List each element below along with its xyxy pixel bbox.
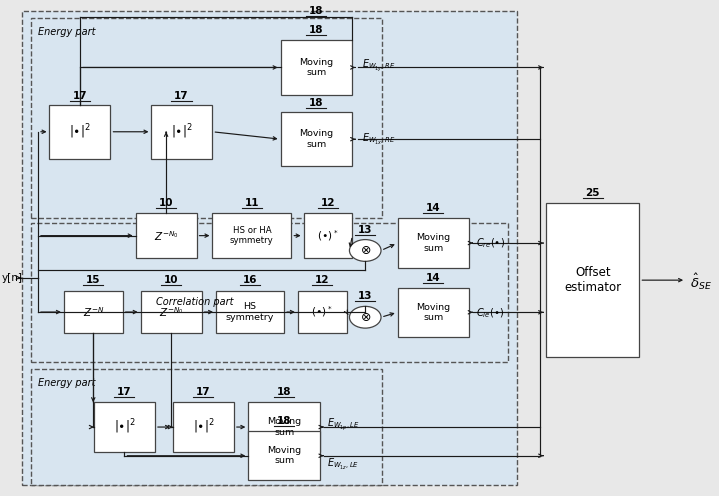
FancyBboxPatch shape [152,105,212,159]
Text: Energy part: Energy part [38,27,96,37]
Text: Correlation part: Correlation part [156,298,233,308]
Text: 11: 11 [244,198,259,208]
FancyBboxPatch shape [298,291,347,333]
Text: $Z^{-N_0}$: $Z^{-N_0}$ [159,305,183,319]
FancyBboxPatch shape [248,402,320,452]
Text: 14: 14 [426,203,441,213]
Text: 13: 13 [358,225,372,235]
Text: 17: 17 [174,91,189,101]
Text: 16: 16 [242,275,257,285]
FancyBboxPatch shape [212,213,291,258]
FancyBboxPatch shape [64,291,123,333]
FancyBboxPatch shape [141,291,201,333]
Text: $E_{W_{1y},RE}$: $E_{W_{1y},RE}$ [362,58,395,74]
Text: $\otimes$: $\otimes$ [360,311,371,324]
Text: 18: 18 [309,5,324,15]
Text: $\hat{\delta}_{SE}$: $\hat{\delta}_{SE}$ [690,271,712,292]
Text: $E_{W_{1p},LE}$: $E_{W_{1p},LE}$ [327,417,360,433]
FancyBboxPatch shape [248,431,320,481]
FancyBboxPatch shape [280,40,352,95]
Text: $C_{re}(\bullet)$: $C_{re}(\bullet)$ [477,236,505,250]
Text: 10: 10 [163,275,178,285]
FancyBboxPatch shape [303,213,352,258]
Text: 13: 13 [358,291,372,301]
Text: 18: 18 [277,416,291,426]
Text: $E_{W_{1x},RE}$: $E_{W_{1x},RE}$ [362,131,395,147]
Text: 14: 14 [426,273,441,283]
Text: 18: 18 [277,387,291,397]
Text: Moving
sum: Moving sum [416,303,451,322]
Text: Moving
sum: Moving sum [267,417,301,437]
Text: HS or HA
symmetry: HS or HA symmetry [230,226,274,246]
Text: $|{\bullet}|^2$: $|{\bullet}|^2$ [114,418,135,436]
Text: $|{\bullet}|^2$: $|{\bullet}|^2$ [193,418,214,436]
Circle shape [349,240,381,261]
Text: $(\bullet)^*$: $(\bullet)^*$ [311,305,333,319]
FancyBboxPatch shape [216,291,284,333]
FancyBboxPatch shape [546,203,639,357]
Text: $E_{W_{1z},LE}$: $E_{W_{1z},LE}$ [327,457,360,472]
Text: 12: 12 [315,275,329,285]
Text: $(\bullet)^*$: $(\bullet)^*$ [317,228,339,243]
Text: $C_{le}(\bullet)$: $C_{le}(\bullet)$ [477,307,505,320]
Text: Moving
sum: Moving sum [267,446,301,465]
Text: 18: 18 [309,98,324,108]
Text: y[n]: y[n] [2,273,23,283]
Text: $Z^{-N_0}$: $Z^{-N_0}$ [154,229,178,243]
FancyBboxPatch shape [136,213,196,258]
Text: 17: 17 [73,91,87,101]
FancyBboxPatch shape [22,10,518,486]
Text: Offset
estimator: Offset estimator [564,266,621,294]
Text: 10: 10 [158,198,173,208]
Text: Energy part: Energy part [38,378,96,388]
Text: HS
symmetry: HS symmetry [226,303,274,322]
FancyBboxPatch shape [31,18,383,218]
Text: 12: 12 [321,198,335,208]
FancyBboxPatch shape [31,223,508,362]
FancyBboxPatch shape [50,105,111,159]
Text: $|{\bullet}|^2$: $|{\bullet}|^2$ [171,123,193,141]
Text: Moving
sum: Moving sum [416,233,451,253]
Text: $\otimes$: $\otimes$ [360,244,371,257]
Text: $Z^{-N}$: $Z^{-N}$ [83,305,104,319]
Text: 17: 17 [196,387,211,397]
FancyBboxPatch shape [31,369,383,486]
Text: Moving
sum: Moving sum [299,129,334,149]
FancyBboxPatch shape [398,288,470,337]
Circle shape [349,307,381,328]
Text: Moving
sum: Moving sum [299,58,334,77]
FancyBboxPatch shape [398,218,470,268]
FancyBboxPatch shape [280,112,352,166]
Text: 15: 15 [86,275,101,285]
Text: 17: 17 [116,387,132,397]
Text: 25: 25 [585,188,600,198]
FancyBboxPatch shape [94,402,155,452]
Text: 18: 18 [309,25,324,35]
FancyBboxPatch shape [173,402,234,452]
Text: $|{\bullet}|^2$: $|{\bullet}|^2$ [69,123,91,141]
